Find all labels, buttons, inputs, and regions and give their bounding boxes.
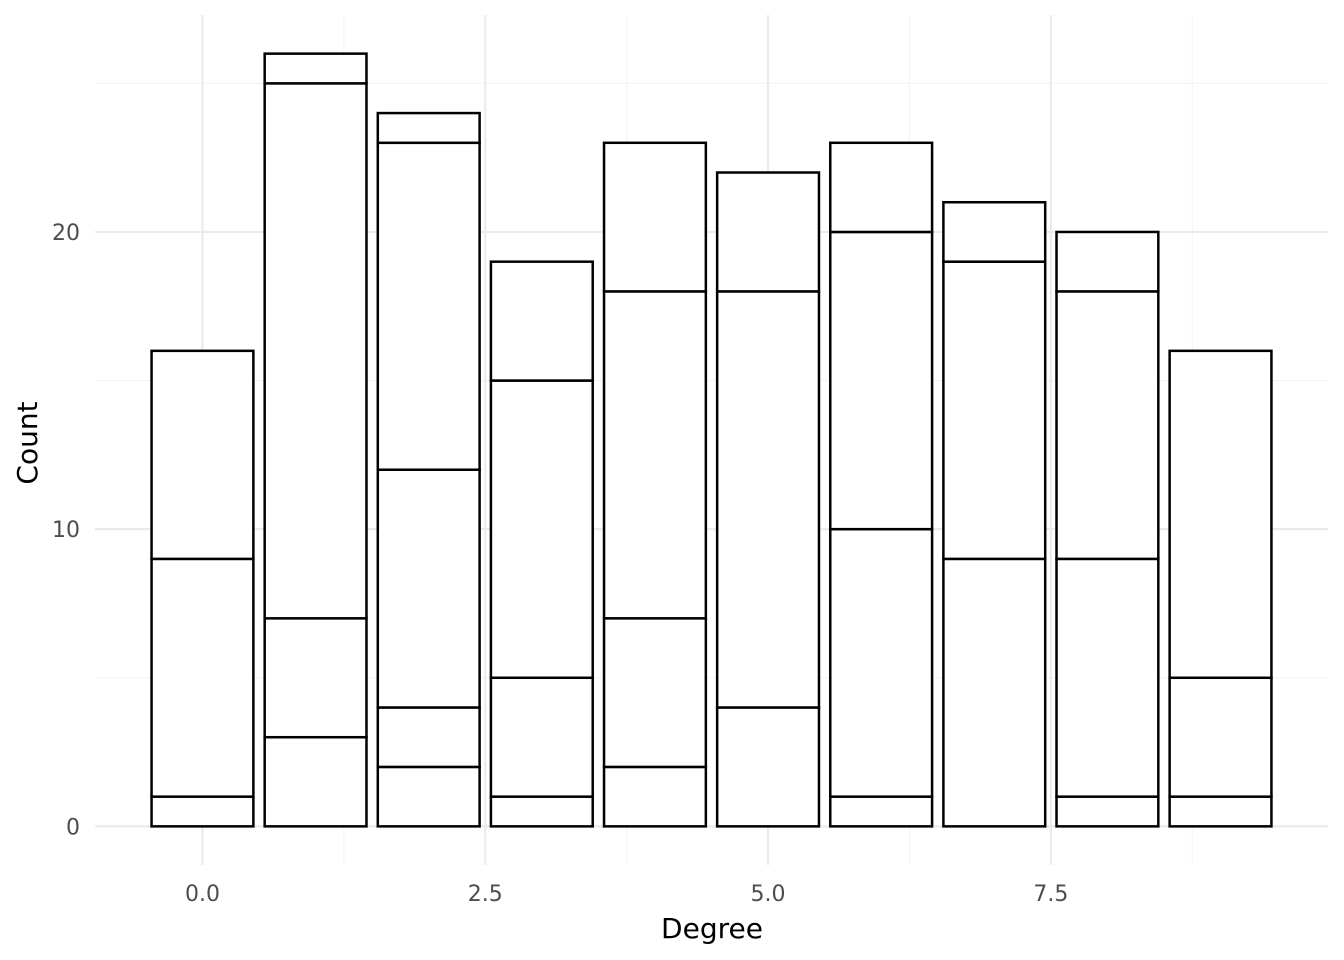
bar-segment — [263, 735, 368, 828]
bar-segment — [1055, 557, 1160, 798]
bar-stack — [376, 111, 481, 828]
bar-segment — [376, 706, 481, 769]
bar-segment — [489, 379, 594, 680]
bar-segment — [829, 527, 934, 798]
bar-segment — [602, 617, 708, 769]
bar-segment — [602, 290, 708, 620]
bar-segment — [829, 230, 934, 531]
y-axis-title: Count — [11, 401, 44, 484]
bar-segment — [263, 82, 368, 620]
bar-segment — [376, 468, 481, 709]
bar-segment — [1055, 290, 1160, 561]
bar-segment — [150, 557, 255, 798]
bar-segment — [602, 765, 708, 828]
bar-segment — [263, 617, 368, 739]
bar-segment — [489, 676, 594, 798]
bar-stack — [942, 200, 1047, 828]
bar-segment — [1055, 795, 1160, 828]
bar-stack — [602, 141, 708, 828]
bar-stack — [715, 171, 821, 828]
bar-segment — [715, 706, 821, 828]
bar-stack — [489, 260, 594, 828]
bar-segment — [1055, 230, 1160, 293]
y-tick-label: 0 — [66, 815, 80, 840]
bar-stack — [263, 52, 368, 828]
x-tick-label: 5.0 — [751, 882, 786, 907]
bar-segment — [1168, 676, 1273, 798]
bars — [150, 52, 1273, 828]
x-tick-label: 7.5 — [1033, 882, 1068, 907]
x-tick-label: 2.5 — [468, 882, 503, 907]
bar-segment — [829, 141, 934, 234]
bar-segment — [602, 141, 708, 293]
bar-segment — [1168, 349, 1273, 680]
bar-segment — [376, 765, 481, 828]
bar-segment — [942, 200, 1047, 263]
y-tick-label: 20 — [52, 221, 80, 246]
bar-segment — [829, 795, 934, 828]
x-axis-title: Degree — [661, 912, 763, 945]
bar-segment — [715, 290, 821, 709]
y-tick-label: 10 — [52, 518, 80, 543]
bar-stack — [1055, 230, 1160, 828]
bar-stack — [1168, 349, 1273, 828]
bar-segment — [489, 260, 594, 382]
bar-segment — [1168, 795, 1273, 828]
x-axis-ticks: 0.0 2.5 5.0 7.5 — [185, 882, 1068, 907]
bar-segment — [942, 557, 1047, 828]
bar-segment — [376, 141, 481, 471]
bar-segment — [489, 795, 594, 828]
y-axis-ticks: 0 10 20 — [52, 221, 80, 840]
x-tick-label: 0.0 — [185, 882, 220, 907]
bar-stack — [150, 349, 255, 828]
bar-segment — [150, 795, 255, 828]
bar-segment — [715, 171, 821, 293]
bar-segment — [150, 349, 255, 561]
bar-segment — [263, 52, 368, 85]
bar-segment — [942, 260, 1047, 561]
bar-stack — [829, 141, 934, 828]
bar-segment — [376, 111, 481, 145]
